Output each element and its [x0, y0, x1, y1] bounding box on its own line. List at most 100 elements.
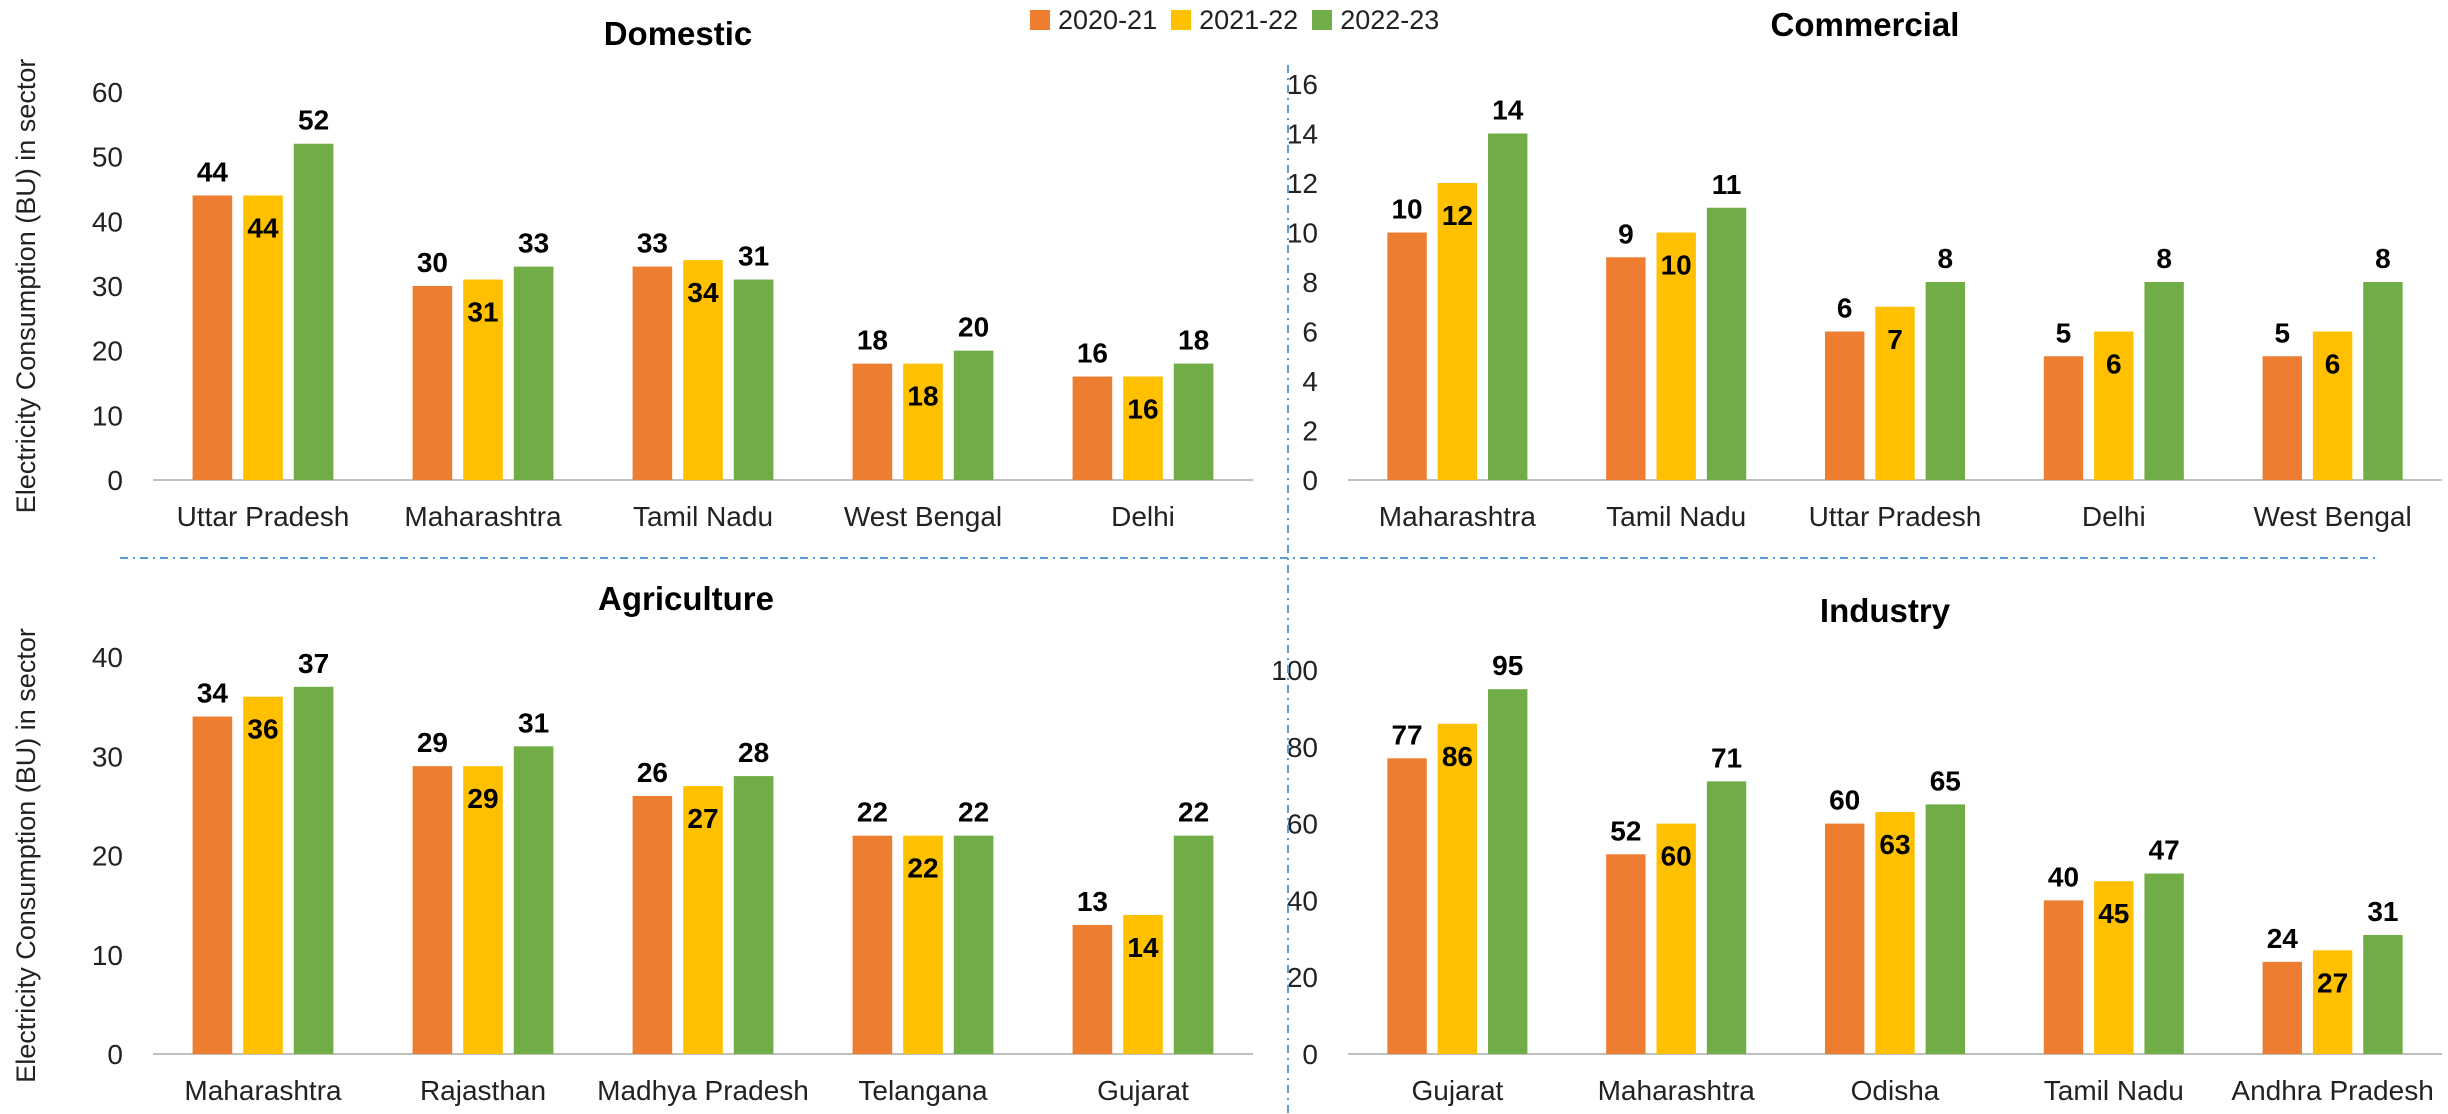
- data-label: 52: [298, 105, 329, 136]
- y-tick-label: 0: [107, 465, 123, 496]
- x-tick-label: Maharashtra: [184, 1075, 342, 1106]
- data-label: 27: [687, 803, 718, 834]
- data-label: 47: [2149, 835, 2180, 866]
- bar-2020-21-gujarat: [1072, 924, 1113, 1054]
- data-label: 6: [1837, 293, 1853, 324]
- data-label: 45: [2098, 898, 2129, 929]
- bar-2021-22-tamil-nadu: [1656, 232, 1696, 480]
- data-label: 95: [1492, 650, 1523, 681]
- x-tick-label: Tamil Nadu: [2044, 1075, 2184, 1106]
- data-label: 6: [2106, 349, 2122, 380]
- bar-2021-22-telangana: [903, 835, 943, 1054]
- x-tick-label: West Bengal: [2253, 501, 2411, 532]
- bar-2020-21-maharashtra: [1387, 232, 1427, 480]
- bar-2022-23-gujarat: [1173, 835, 1214, 1054]
- bar-2021-22-gujarat: [1123, 915, 1163, 1054]
- bar-2020-21-west-bengal: [2262, 356, 2302, 480]
- bar-2022-23-maharashtra: [293, 686, 334, 1054]
- y-tick-label: 50: [92, 142, 123, 173]
- data-label: 22: [1178, 797, 1209, 828]
- data-label: 52: [1610, 815, 1641, 846]
- data-label: 31: [467, 297, 498, 328]
- bar-2021-22-rajasthan: [463, 766, 503, 1054]
- y-tick-label: 16: [1287, 69, 1318, 100]
- data-label: 44: [197, 156, 229, 187]
- x-tick-label: Maharashtra: [404, 501, 562, 532]
- y-tick-label: 60: [92, 77, 123, 108]
- bar-2021-22-madhya-pradesh: [683, 786, 723, 1054]
- chart-title: Domestic: [604, 15, 753, 52]
- data-label: 71: [1711, 742, 1742, 773]
- y-axis-label: Electricity Consumption (BU) in sector: [11, 628, 41, 1083]
- bar-2021-22-delhi: [1123, 376, 1163, 480]
- bar-2020-21-delhi: [2043, 356, 2084, 480]
- data-label: 10: [1661, 250, 1692, 281]
- data-label: 16: [1077, 338, 1108, 369]
- data-label: 18: [1178, 325, 1209, 356]
- bar-2022-23-delhi: [1173, 363, 1214, 480]
- bar-2022-23-andhra-pradesh: [2363, 934, 2403, 1054]
- data-label: 22: [958, 797, 989, 828]
- x-tick-label: Uttar Pradesh: [177, 501, 350, 532]
- bar-2021-22-maharashtra: [463, 279, 503, 480]
- bar-2020-21-tamil-nadu: [1606, 257, 1646, 480]
- data-label: 14: [1492, 95, 1524, 126]
- y-tick-label: 100: [1271, 655, 1318, 686]
- bar-2020-21-madhya-pradesh: [632, 795, 673, 1054]
- y-tick-label: 10: [92, 940, 123, 971]
- bar-2022-23-tamil-nadu: [2144, 873, 2184, 1054]
- y-tick-label: 6: [1302, 317, 1318, 348]
- data-label: 13: [1077, 886, 1108, 917]
- bar-2020-21-andhra-pradesh: [2262, 961, 2302, 1054]
- bar-2020-21-odisha: [1824, 823, 1865, 1054]
- bar-2022-23-uttar-pradesh: [293, 143, 334, 480]
- bar-2021-22-maharashtra: [1656, 823, 1696, 1054]
- bar-2021-22-odisha: [1875, 812, 1915, 1054]
- bar-2020-21-tamil-nadu: [632, 266, 673, 480]
- data-label: 24: [2267, 923, 2299, 954]
- bar-2022-23-west-bengal: [2363, 282, 2403, 480]
- legend-item-2020-21: 2020-21: [1030, 5, 1157, 36]
- data-label: 34: [687, 277, 719, 308]
- data-label: 33: [518, 228, 549, 259]
- bar-2022-23-tamil-nadu: [733, 279, 774, 480]
- data-label: 5: [2056, 317, 2072, 348]
- y-tick-label: 30: [92, 271, 123, 302]
- x-tick-label: Madhya Pradesh: [597, 1075, 809, 1106]
- data-label: 28: [738, 737, 769, 768]
- x-tick-label: Telangana: [858, 1075, 988, 1106]
- bar-2021-22-maharashtra: [243, 696, 283, 1054]
- x-tick-label: Tamil Nadu: [1606, 501, 1746, 532]
- data-label: 29: [417, 727, 448, 758]
- data-label: 40: [2048, 861, 2079, 892]
- x-tick-label: Andhra Pradesh: [2231, 1075, 2433, 1106]
- bar-2020-21-uttar-pradesh: [1824, 331, 1865, 480]
- chart-title: Agriculture: [598, 580, 774, 617]
- y-tick-label: 2: [1302, 416, 1318, 447]
- bar-2022-23-madhya-pradesh: [733, 776, 774, 1054]
- y-tick-label: 10: [92, 400, 123, 431]
- x-tick-label: Delhi: [1111, 501, 1175, 532]
- x-tick-label: Odisha: [1851, 1075, 1940, 1106]
- data-label: 6: [2325, 349, 2341, 380]
- y-tick-label: 40: [92, 642, 123, 673]
- bar-2020-21-gujarat: [1387, 758, 1427, 1054]
- bar-2022-23-maharashtra: [1488, 133, 1528, 480]
- y-tick-label: 12: [1287, 168, 1318, 199]
- legend-label: 2021-22: [1199, 4, 1299, 35]
- data-label: 18: [907, 381, 938, 412]
- chart-title: Industry: [1820, 592, 1951, 629]
- bar-2021-22-west-bengal: [903, 363, 943, 480]
- data-label: 77: [1391, 719, 1422, 750]
- data-label: 31: [518, 707, 549, 738]
- bar-2021-22-tamil-nadu: [2094, 881, 2134, 1054]
- data-label: 37: [298, 648, 329, 679]
- y-tick-label: 14: [1287, 119, 1318, 150]
- data-label: 33: [637, 228, 668, 259]
- data-label: 7: [1887, 324, 1903, 355]
- bar-2022-23-rajasthan: [513, 746, 554, 1054]
- y-tick-label: 40: [92, 206, 123, 237]
- bar-2020-21-maharashtra: [412, 286, 453, 480]
- x-tick-label: Tamil Nadu: [633, 501, 773, 532]
